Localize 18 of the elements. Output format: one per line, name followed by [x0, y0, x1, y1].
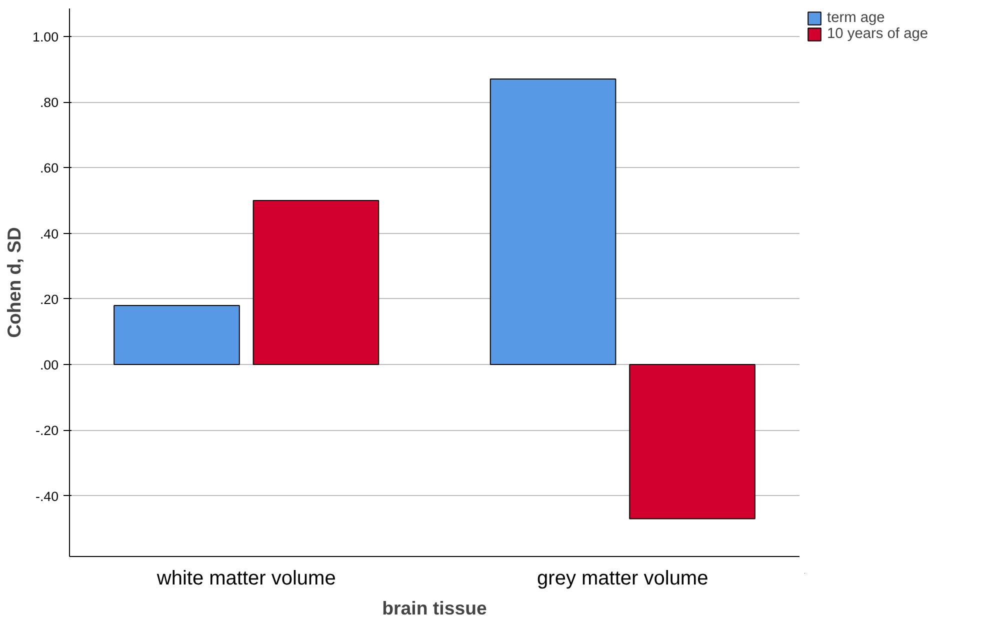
y-tick-label: -.40 — [36, 488, 58, 504]
y-tick-label: -.20 — [36, 423, 58, 438]
x-axis-title: brain tissue — [382, 598, 487, 618]
y-tick-label: .60 — [40, 160, 59, 176]
y-tick-label: .40 — [40, 226, 59, 242]
x-tick-label: white matter volume — [156, 568, 336, 590]
bar — [629, 364, 756, 520]
legend-label: 10 years of age — [827, 26, 928, 42]
y-tick-label: .00 — [40, 358, 59, 373]
y-axis-title: Cohen d, SD — [4, 227, 25, 338]
y-tick-label: 1.00 — [32, 29, 59, 44]
bar — [252, 200, 380, 366]
bar — [114, 304, 240, 366]
y-tick-label: .20 — [40, 292, 59, 307]
x-tick-label: grey matter volume — [537, 568, 708, 590]
y-tick-label: .80 — [40, 95, 59, 110]
bar — [490, 78, 616, 366]
legend-label: term age — [827, 10, 885, 26]
